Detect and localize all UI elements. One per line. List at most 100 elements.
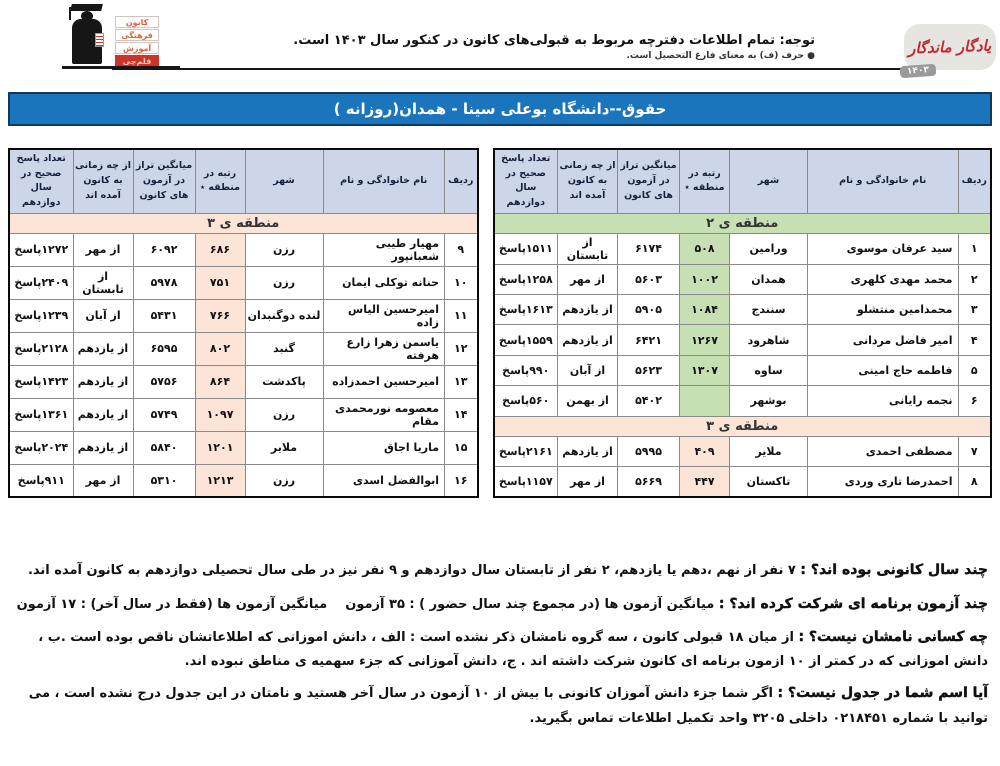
since-when-cell: از یازدهم xyxy=(72,430,134,465)
city-cell: گنبد xyxy=(244,331,324,366)
region-rank-cell: ۸۰۲ xyxy=(194,331,246,366)
avg-score-cell: ۵۴۰۲ xyxy=(617,385,681,417)
col-region-rank: رتبه در منطقه ٭ xyxy=(679,148,731,214)
since-when-cell: از مهر xyxy=(557,466,619,498)
student-name-cell: محمد مهدی کلهری xyxy=(807,263,959,296)
region-rank-cell: ۴۴۷ xyxy=(679,466,731,498)
row-number-cell: ۱۶ xyxy=(444,463,479,498)
student-name-cell: سید عرفان موسوی xyxy=(807,233,959,265)
since-when-cell: از بهمن xyxy=(557,385,619,417)
table-row: ۱ سید عرفان موسوی ورامین ۵۰۸ ۶۱۷۴ از تابستان ۱… xyxy=(493,233,992,265)
logo-wordmark: کانون فرهنگی آموزش قلم‌چی xyxy=(115,16,161,68)
region-rank-cell: ۷۵۱ xyxy=(194,265,246,300)
note-contact-question: آیا اسم شما در جدول نیست؟ : xyxy=(777,685,988,702)
city-cell: تاکستان xyxy=(729,466,809,498)
table-row: ۱۳ امیرحسین احمدزاده پاکدشت ۸۶۴ ۵۷۵۶ از یازده… xyxy=(8,364,479,399)
row-number-cell: ۷ xyxy=(957,435,992,468)
row-number-cell: ۱۳ xyxy=(444,364,479,399)
head-shape xyxy=(81,11,93,21)
region-rank-cell xyxy=(679,385,731,417)
note-exams: چند آزمون برنامه ای شرکت کرده اند؟ : میا… xyxy=(12,592,989,617)
col-since-when: از چه زمانی به کانون آمده اند xyxy=(557,148,619,214)
yadegar-mandegar-logo: یادگار ماندگار ۱۴۰۳ xyxy=(899,24,996,79)
avg-score-cell: ۵۳۱۰ xyxy=(132,463,196,498)
row-number-cell: ۵ xyxy=(957,354,992,387)
since-when-cell: از یازدهم xyxy=(557,293,619,326)
row-number-cell: ۲ xyxy=(957,263,992,296)
table-body: منطقه ی ۳ ۹ مهیار طیبی شعبانپور رزن ۶۸۶ ۶۰۹۲ ا… xyxy=(8,212,479,498)
footer-notes: چند سال کانونی بوده اند؟ : ۷ نفر از نهم … xyxy=(12,558,989,730)
city-cell: ملایر xyxy=(729,435,809,468)
student-name-cell: فاطمه حاج امینی xyxy=(807,354,959,387)
col-row-number: ردیف xyxy=(957,148,992,214)
city-cell: سنندج xyxy=(729,293,809,326)
table-row: ۱۱ امیرحسین الیاس زاده لنده دوگنبدان ۷۶۶ ۵۴۳… xyxy=(8,298,479,333)
since-when-cell: از تابستان xyxy=(72,265,134,300)
since-when-cell: از یازدهم xyxy=(72,397,134,432)
table-row: ۸ احمدرضا تاری وردی تاکستان ۴۴۷ ۵۶۶۹ از مهر ۱۱… xyxy=(493,466,992,498)
table-row: ۱۶ ابوالفضل اسدی رزن ۱۲۱۳ ۵۳۱۰ از مهر ۹۱۱پاسخ xyxy=(8,463,479,498)
row-number-cell: ۱ xyxy=(957,233,992,265)
row-number-cell: ۱۵ xyxy=(444,430,479,465)
table-row: ۱۲ یاسمن زهرا زارع هرفته گنبد ۸۰۲ ۶۵۹۵ از یاز… xyxy=(8,331,479,366)
table-row: ۵ فاطمه حاج امینی ساوه ۱۳۰۷ ۵۶۲۳ از آبان ۹۹۰پا… xyxy=(493,354,992,387)
student-name-cell: نجمه رایانی xyxy=(807,385,959,417)
since-when-cell: از تابستان xyxy=(557,233,619,265)
results-table-rows-9-16: ردیف نام خانوادگی و نام شهر رتبه در منطق… xyxy=(8,148,479,499)
note-contact-answer: اگر شما جزء دانش آموزان کانونی با بیش از… xyxy=(28,686,988,726)
correct-answers-cell: ۱۳۶۱پاسخ xyxy=(8,397,74,432)
table-row: ۲ محمد مهدی کلهری همدان ۱۰۰۲ ۵۶۰۳ از مهر ۱۲۵۸پ… xyxy=(493,263,992,296)
col-avg-score: میانگین تراز در آزمون های کانون xyxy=(132,148,196,214)
region-rank-cell: ۱۲۶۷ xyxy=(679,324,731,356)
student-name-cell: مهیار طیبی شعبانپور xyxy=(322,232,446,267)
region-rank-cell: ۵۰۸ xyxy=(679,233,731,265)
since-when-cell: از مهر xyxy=(557,263,619,296)
kanoon-logo: کانون فرهنگی آموزش قلم‌چی xyxy=(62,3,180,69)
region-rank-cell: ۱۲۰۱ xyxy=(194,430,246,465)
title-bar: حقوق--دانشگاه بوعلی سینا - همدان(روزانه … xyxy=(8,92,992,126)
row-number-cell: ۴ xyxy=(957,324,992,356)
avg-score-cell: ۵۷۵۶ xyxy=(132,364,196,399)
city-cell: ساوه xyxy=(729,354,809,387)
region-band-label: منطقه ی ۳ xyxy=(8,212,479,234)
note-years: چند سال کانونی بوده اند؟ : ۷ نفر از نهم … xyxy=(12,558,988,583)
col-correct-answers: تعداد پاسخ صحیح در سال دوازدهم xyxy=(8,148,74,214)
avg-score-cell: ۵۹۹۵ xyxy=(617,435,681,468)
city-cell: بوشهر xyxy=(729,385,809,417)
city-cell: رزن xyxy=(244,397,324,432)
city-cell: ملایر xyxy=(244,430,324,465)
note-missing-question: چه کسانی نامشان نیست؟ : xyxy=(798,628,988,645)
city-cell: ورامین xyxy=(729,233,809,265)
correct-answers-cell: ۲۰۲۴پاسخ xyxy=(8,430,74,465)
region-rank-cell: ۶۸۶ xyxy=(194,232,246,267)
region-band-row: منطقه ی ۲ xyxy=(493,212,992,235)
avg-score-cell: ۶۰۹۲ xyxy=(132,232,196,267)
note-exams-answer: میانگین آزمون ها (در مجموع چند سال حضور … xyxy=(16,596,715,612)
avg-score-cell: ۵۸۴۰ xyxy=(132,430,196,465)
logo-word-1: کانون xyxy=(115,16,159,28)
correct-answers-cell: ۱۲۵۸پاسخ xyxy=(493,263,559,296)
correct-answers-cell: ۵۶۰پاسخ xyxy=(493,385,559,417)
brand-year-badge: ۱۴۰۳ xyxy=(899,63,937,79)
since-when-cell: از آبان xyxy=(557,354,619,387)
student-name-cell: ماریا اجاق xyxy=(322,430,446,465)
col-city: شهر xyxy=(729,148,809,214)
logo-baseline xyxy=(62,66,180,69)
student-name-cell: معصومه نورمحمدی مقام xyxy=(322,397,446,432)
student-name-cell: مصطفی احمدی xyxy=(807,435,959,468)
row-number-cell: ۶ xyxy=(957,385,992,417)
row-number-cell: ۹ xyxy=(444,232,479,267)
row-number-cell: ۱۲ xyxy=(444,331,479,366)
student-name-cell: امیرحسین احمدزاده xyxy=(322,364,446,399)
city-cell: همدان xyxy=(729,263,809,296)
table-row: ۶ نجمه رایانی بوشهر ۵۴۰۲ از بهمن ۵۶۰پاسخ xyxy=(493,385,992,417)
avg-score-cell: ۶۴۲۱ xyxy=(617,324,681,356)
city-cell: رزن xyxy=(244,463,324,498)
avg-score-cell: ۵۶۶۹ xyxy=(617,466,681,498)
notice-block: توجه: تمام اطلاعات دفترچه مربوط به قبولی… xyxy=(293,33,815,61)
region-rank-cell: ۷۶۶ xyxy=(194,298,246,333)
avg-score-cell: ۵۷۴۹ xyxy=(132,397,196,432)
table-row: ۷ مصطفی احمدی ملایر ۴۰۹ ۵۹۹۵ از یازدهم ۲۱۶۱پاس… xyxy=(493,435,992,468)
col-name: نام خانوادگی و نام xyxy=(807,148,959,214)
